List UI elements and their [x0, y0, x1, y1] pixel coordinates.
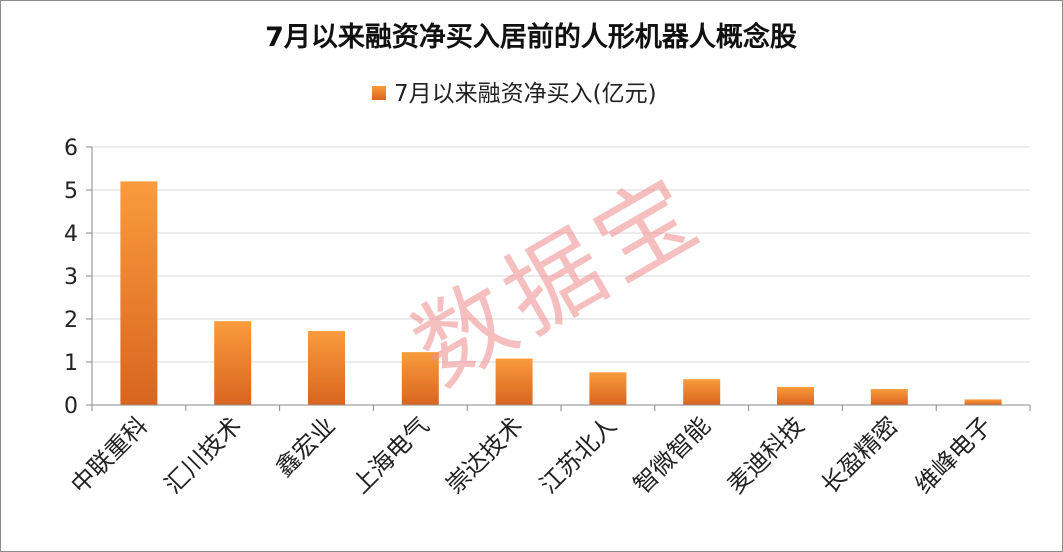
- y-tick-label-3: 3: [64, 265, 78, 290]
- y-tick-label-0: 0: [64, 394, 78, 419]
- x-category-label-6: 智微智能: [628, 411, 716, 499]
- bars: [120, 181, 1002, 405]
- x-category-label-5: 江苏北人: [534, 411, 622, 499]
- bar-7: [777, 386, 814, 405]
- x-category-label-7: 麦迪科技: [722, 411, 810, 499]
- x-category-label-2: 鑫宏业: [270, 411, 341, 482]
- x-category-label-3: 上海电气: [347, 411, 435, 499]
- watermark-text: 数据宝: [395, 154, 721, 407]
- bar-9: [964, 399, 1002, 405]
- gridlines: [92, 146, 1030, 363]
- y-tick-label-4: 4: [64, 222, 78, 247]
- x-category-label-1: 汇川技术: [159, 411, 247, 499]
- y-tick-label-1: 1: [64, 351, 78, 376]
- legend: 7月以来融资净买入(亿元): [372, 81, 657, 107]
- legend-swatch: [372, 86, 386, 100]
- x-category-label-9: 维峰电子: [910, 411, 998, 499]
- y-tick-label-2: 2: [64, 308, 78, 333]
- bar-4: [495, 358, 533, 405]
- bar-6: [683, 379, 721, 405]
- bar-8: [870, 389, 908, 405]
- bar-0: [120, 181, 158, 405]
- category-labels: 中联重科 汇川技术 鑫宏业 上海电气 崇达技术 江苏北人 智微智能 麦迪科技 长盈精密 维峰电子: [65, 411, 997, 499]
- y-axis-ticks: 0 1 2 3 4 5 6: [64, 136, 92, 419]
- x-axis-ticks: [91, 405, 1031, 411]
- bar-1: [214, 321, 252, 405]
- x-category-label-8: 长盈精密: [816, 411, 904, 499]
- chart-title: 7月以来融资净买入居前的人形机器人概念股: [265, 21, 797, 53]
- bar-2: [308, 331, 345, 405]
- x-category-label-4: 崇达技术: [441, 411, 529, 499]
- bar-3: [401, 352, 439, 405]
- x-category-label-0: 中联重科: [65, 411, 153, 499]
- legend-label: 7月以来融资净买入(亿元): [394, 81, 657, 107]
- y-tick-label-6: 6: [64, 136, 78, 161]
- bar-5: [589, 372, 627, 405]
- y-tick-label-5: 5: [64, 179, 78, 204]
